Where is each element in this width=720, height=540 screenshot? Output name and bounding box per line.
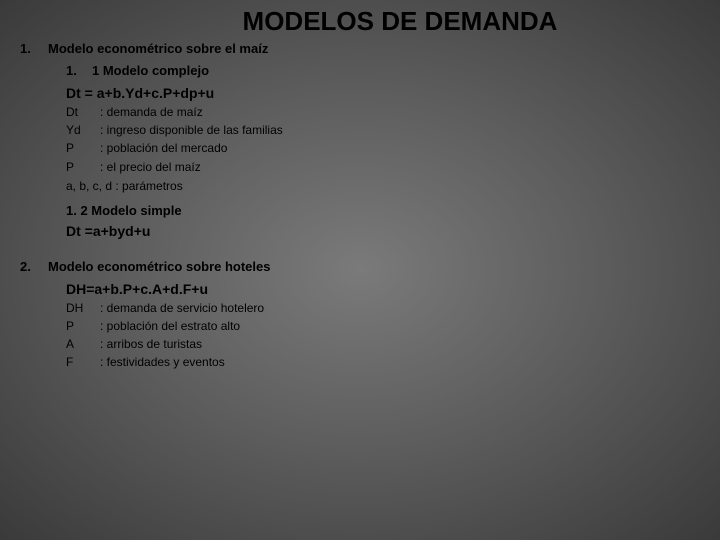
section-1-equation-2: Dt =a+byd+u	[20, 223, 700, 239]
def-text: : población del estrato alto	[100, 320, 700, 333]
section-2-equation: DH=a+b.P+c.A+d.F+u	[20, 281, 700, 297]
slide-title: MODELOS DE DEMANDA	[100, 6, 700, 37]
def-symbol: F	[66, 356, 100, 369]
def-symbol: P	[66, 320, 100, 333]
section-1-def-row: P : el precio del maíz	[20, 161, 700, 174]
def-symbol: Yd	[66, 124, 100, 137]
def-symbol: Dt	[66, 106, 100, 119]
def-text: : arribos de turistas	[100, 338, 700, 351]
section-1-def-row: Dt : demanda de maíz	[20, 106, 700, 119]
def-symbol: P	[66, 161, 100, 174]
def-text: : festividades y eventos	[100, 356, 700, 369]
section-1-sub-number: 1.	[66, 63, 92, 78]
section-2-def-row: DH : demanda de servicio hotelero	[20, 302, 700, 315]
section-1-sub2-title: 1. 2 Modelo simple	[20, 203, 700, 218]
def-text: : demanda de servicio hotelero	[100, 302, 700, 315]
def-text: : demanda de maíz	[100, 106, 700, 119]
def-symbol: P	[66, 142, 100, 155]
section-1-number: 1.	[20, 41, 48, 56]
section-1-def-row: P : población del mercado	[20, 142, 700, 155]
section-2-heading: Modelo econométrico sobre hoteles	[48, 259, 271, 274]
section-2-def-row: P : población del estrato alto	[20, 320, 700, 333]
section-1-equation: Dt = a+b.Yd+c.P+dp+u	[20, 85, 700, 101]
section-1-heading: Modelo econométrico sobre el maíz	[48, 41, 268, 56]
section-2-number: 2.	[20, 259, 48, 274]
def-text: : población del mercado	[100, 142, 700, 155]
def-text: : ingreso disponible de las familias	[100, 124, 700, 137]
section-2-def-row: F : festividades y eventos	[20, 356, 700, 369]
section-1-params: a, b, c, d : parámetros	[20, 179, 700, 193]
def-text: : el precio del maíz	[100, 161, 700, 174]
section-1-sub-title: 1 Modelo complejo	[92, 63, 209, 78]
section-2-def-row: A : arribos de turistas	[20, 338, 700, 351]
section-1-def-row: Yd : ingreso disponible de las familias	[20, 124, 700, 137]
def-symbol: A	[66, 338, 100, 351]
def-symbol: DH	[66, 302, 100, 315]
